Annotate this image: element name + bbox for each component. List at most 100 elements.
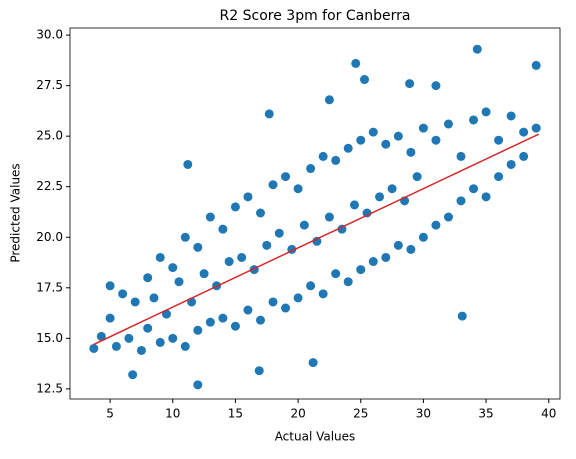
y-tick-label: 22.5 bbox=[36, 179, 63, 193]
point bbox=[418, 232, 428, 242]
y-axis-label: Predicted Values bbox=[9, 163, 23, 262]
point bbox=[193, 242, 203, 252]
point bbox=[111, 341, 121, 351]
point bbox=[318, 151, 328, 161]
point bbox=[306, 164, 316, 174]
y-tick-label: 27.5 bbox=[36, 78, 63, 92]
point bbox=[89, 343, 99, 353]
point bbox=[431, 135, 441, 145]
point bbox=[519, 127, 529, 137]
point bbox=[531, 123, 541, 133]
point bbox=[237, 252, 247, 262]
point bbox=[494, 135, 504, 145]
point bbox=[180, 232, 190, 242]
point bbox=[519, 151, 529, 161]
point bbox=[193, 380, 203, 390]
point bbox=[418, 123, 428, 133]
x-tick-label: 20 bbox=[290, 407, 305, 421]
point bbox=[180, 341, 190, 351]
point bbox=[331, 269, 341, 279]
x-tick-label: 40 bbox=[541, 407, 556, 421]
point bbox=[337, 224, 347, 234]
point bbox=[456, 196, 466, 206]
point bbox=[506, 159, 516, 169]
point bbox=[268, 180, 278, 190]
point bbox=[268, 297, 278, 307]
y-tick-label: 12.5 bbox=[36, 381, 63, 395]
point bbox=[255, 315, 265, 325]
point bbox=[368, 257, 378, 267]
point bbox=[308, 358, 318, 368]
point bbox=[312, 236, 322, 246]
point bbox=[405, 79, 415, 89]
point bbox=[274, 228, 284, 238]
point bbox=[306, 281, 316, 291]
plot-frame bbox=[69, 27, 561, 400]
point bbox=[469, 184, 479, 194]
point bbox=[481, 192, 491, 202]
point bbox=[205, 317, 215, 327]
point bbox=[224, 257, 234, 267]
point bbox=[343, 277, 353, 287]
point bbox=[136, 345, 146, 355]
point bbox=[124, 333, 134, 343]
point bbox=[243, 192, 253, 202]
point bbox=[264, 109, 274, 119]
point bbox=[343, 143, 353, 153]
point bbox=[281, 303, 291, 313]
point bbox=[199, 269, 209, 279]
point bbox=[130, 297, 140, 307]
point bbox=[349, 200, 359, 210]
point bbox=[118, 289, 128, 299]
point bbox=[254, 366, 264, 376]
point bbox=[149, 293, 159, 303]
y-tick-label: 15.0 bbox=[36, 331, 63, 345]
point bbox=[255, 208, 265, 218]
point bbox=[381, 139, 391, 149]
point bbox=[362, 208, 372, 218]
point bbox=[360, 75, 370, 85]
point bbox=[406, 147, 416, 157]
point bbox=[281, 172, 291, 182]
point bbox=[531, 60, 541, 70]
point bbox=[393, 240, 403, 250]
point bbox=[262, 240, 272, 250]
point bbox=[293, 184, 303, 194]
x-axis-label: Actual Values bbox=[275, 430, 356, 444]
regression-line bbox=[93, 133, 540, 346]
point bbox=[205, 212, 215, 222]
point bbox=[105, 281, 115, 291]
point bbox=[506, 111, 516, 121]
x-tick-label: 30 bbox=[416, 407, 431, 421]
point bbox=[375, 192, 385, 202]
point bbox=[143, 273, 153, 283]
point bbox=[331, 155, 341, 165]
point bbox=[143, 323, 153, 333]
point bbox=[368, 127, 378, 137]
point bbox=[96, 331, 106, 341]
point bbox=[183, 159, 193, 169]
point bbox=[406, 244, 416, 254]
point bbox=[351, 58, 361, 68]
chart-title: R2 Score 3pm for Canberra bbox=[220, 8, 411, 24]
point bbox=[443, 212, 453, 222]
point bbox=[230, 202, 240, 212]
point bbox=[469, 115, 479, 125]
point bbox=[230, 321, 240, 331]
point bbox=[431, 220, 441, 230]
point bbox=[155, 252, 165, 262]
y-tick-label: 30.0 bbox=[36, 28, 63, 42]
point bbox=[431, 81, 441, 91]
point bbox=[443, 119, 453, 129]
point bbox=[412, 172, 422, 182]
x-tick-label: 5 bbox=[106, 407, 114, 421]
point bbox=[218, 224, 228, 234]
x-tick-label: 35 bbox=[478, 407, 493, 421]
y-tick-label: 25.0 bbox=[36, 129, 63, 143]
point bbox=[218, 313, 228, 323]
point bbox=[494, 172, 504, 182]
y-tick-label: 17.5 bbox=[36, 280, 63, 294]
point bbox=[105, 313, 115, 323]
point bbox=[456, 151, 466, 161]
x-tick-label: 25 bbox=[353, 407, 368, 421]
